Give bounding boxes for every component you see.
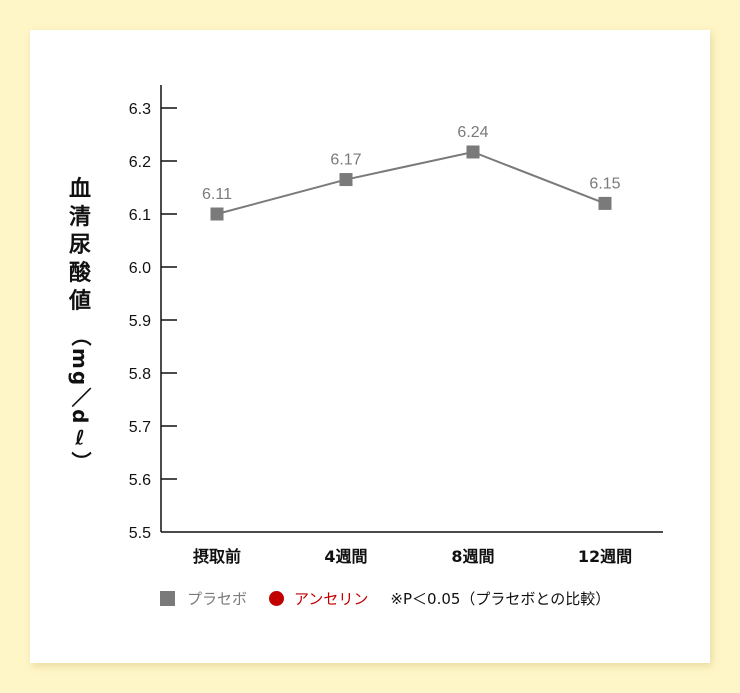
y-tick-label: 5.6	[129, 472, 151, 489]
data-labels: 6.11 6.17 6.24 6.15	[202, 124, 621, 203]
data-value-label: 6.15	[589, 175, 620, 192]
square-marker	[598, 196, 612, 210]
ylabel-char: 清	[68, 205, 91, 230]
x-tick-label: 4週間	[324, 547, 367, 566]
legend-placebo: プラセボ	[187, 590, 248, 608]
square-marker	[339, 173, 353, 187]
x-ticks: 摂取前 4週間 8週間 12週間	[193, 547, 632, 566]
ylabel-char: 値	[68, 289, 91, 314]
circle-marker-icon	[269, 591, 285, 606]
x-tick-label: 摂取前	[193, 547, 241, 566]
square-marker-icon	[160, 591, 175, 606]
y-axis-label: 血 清 尿 酸 値 （mg／dℓ）	[64, 176, 96, 473]
y-tick-label: 6.1	[129, 207, 151, 224]
chart-card	[30, 30, 710, 663]
x-tick-label: 8週間	[451, 547, 494, 566]
data-value-label: 6.17	[330, 152, 361, 169]
x-tick-label: 12週間	[578, 547, 632, 566]
y-tick-label: 5.8	[129, 366, 151, 383]
y-tick-label: 5.7	[129, 419, 151, 436]
ylabel-char: 酸	[68, 261, 91, 286]
legend: プラセボ アンセリン ※P＜0.05（プラセボとの比較）	[160, 588, 610, 609]
significance-note: ※P＜0.05（プラセボとの比較）	[390, 590, 611, 608]
y-tick-label: 6.3	[129, 101, 151, 118]
square-marker	[466, 145, 480, 159]
ylabel-char: 血	[68, 177, 91, 202]
y-tick-label: 6.2	[129, 154, 151, 171]
placebo-markers	[210, 145, 612, 221]
y-ticks: 6.3 6.2 6.1 6.0 5.9 5.8 5.7 5.6 5.5	[129, 101, 177, 542]
y-tick-label: 5.5	[129, 525, 151, 542]
ylabel-char: 尿	[68, 233, 91, 258]
data-value-label: 6.11	[202, 186, 232, 203]
placebo-line	[216, 150, 606, 215]
y-tick-label: 5.9	[129, 313, 151, 330]
square-marker	[210, 207, 224, 221]
y-tick-label: 6.0	[129, 260, 151, 277]
data-value-label: 6.24	[457, 124, 488, 141]
ylabel-unit: （mg／dℓ）	[68, 326, 92, 474]
legend-anserine: アンセリン	[294, 590, 369, 608]
